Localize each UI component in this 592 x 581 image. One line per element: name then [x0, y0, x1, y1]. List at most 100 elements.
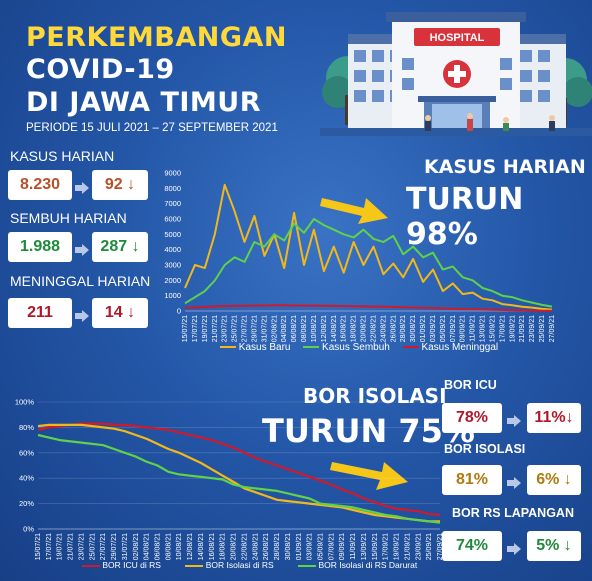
bor-chart: 0% 20% 40% 60% 80% 100% 15/07/21 17/07/21 19/07/…	[15, 398, 444, 561]
meninggal-harian-start-value: 211	[8, 298, 72, 328]
y-tick-label: 3000	[164, 261, 181, 270]
x-tick-label: 15/07/21	[35, 533, 42, 560]
bor-icu-start-value: 78%	[442, 403, 502, 433]
x-tick-label: 27/07/21	[100, 533, 107, 560]
bor-isolasi-start-value: 81%	[442, 465, 502, 495]
x-tick-label: 28/08/21	[400, 315, 407, 342]
x-tick-label: 18/08/21	[351, 315, 358, 342]
x-tick-label: 22/08/21	[370, 315, 377, 342]
x-tick-label: 08/08/21	[165, 533, 172, 560]
x-tick-label: 25/09/21	[539, 315, 546, 342]
hospital-illustration: HOSPITAL	[320, 12, 592, 136]
x-tick-label: 24/08/21	[252, 533, 259, 560]
x-tick-label: 26/08/21	[263, 533, 270, 560]
x-tick-label: 23/07/21	[222, 315, 229, 342]
arrow-right-icon	[75, 241, 89, 260]
bor-icu-end-value: 11%↓	[527, 403, 581, 433]
chart1-legend: Kasus Baru Kasus Sembuh Kasus Meninggal	[220, 342, 498, 353]
x-tick-label: 19/07/21	[202, 315, 209, 342]
x-tick-label: 14/08/21	[198, 533, 205, 560]
x-tick-label: 11/09/21	[470, 315, 477, 342]
x-tick-label: 19/09/21	[394, 533, 401, 560]
x-tick-label: 12/08/21	[187, 533, 194, 560]
x-tick-label: 15/09/21	[489, 315, 496, 342]
x-tick-label: 16/08/21	[209, 533, 216, 560]
x-tick-label: 05/09/21	[440, 315, 447, 342]
y-tick-label: 8000	[164, 184, 181, 193]
bor-rs-lapangan-start-value: 74%	[442, 531, 502, 561]
x-tick-label: 25/09/21	[426, 533, 433, 560]
period-text: PERIODE 15 JULI 2021 – 27 SEPTEMBER 2021	[26, 122, 278, 134]
x-tick-label: 02/08/21	[271, 315, 278, 342]
legend-label: Kasus Baru	[238, 342, 291, 353]
headline-bottom-line1: BOR ISOLASI	[303, 384, 447, 408]
x-tick-label: 06/08/21	[155, 533, 162, 560]
y-tick-label: 1000	[164, 291, 181, 300]
trend-arrow-icon	[330, 462, 408, 490]
x-tick-label: 01/09/21	[296, 533, 303, 560]
legend-swatch-kasus-meninggal	[402, 346, 419, 349]
legend-swatch-bor-darurat	[298, 564, 317, 567]
x-tick-label: 21/07/21	[212, 315, 219, 342]
y-tick-label: 5000	[164, 230, 181, 239]
x-tick-label: 11/09/21	[350, 533, 357, 560]
arrow-right-icon	[75, 307, 89, 326]
x-tick-label: 08/08/21	[301, 315, 308, 342]
kasus-harian-start-value: 8.230	[8, 170, 72, 200]
x-tick-label: 27/07/21	[242, 315, 249, 342]
y-tick-label: 9000	[164, 169, 181, 178]
x-tick-label: 07/09/21	[450, 315, 457, 342]
y-tick-label: 0%	[23, 525, 34, 534]
series-line-kasus-sembuh	[184, 218, 553, 308]
x-tick-label: 15/07/21	[182, 315, 189, 342]
kasus-harian-end-value: 92 ↓	[92, 170, 148, 200]
x-tick-label: 29/07/21	[251, 315, 258, 342]
x-tick-label: 21/07/21	[68, 533, 75, 560]
x-tick-label: 27/09/21	[549, 315, 556, 342]
title-line-2: COVID-19	[26, 54, 175, 85]
series-line-kasus-baru	[184, 183, 553, 311]
arrow-right-icon	[507, 540, 521, 559]
x-tick-label: 24/08/21	[380, 315, 387, 342]
x-tick-label: 28/08/21	[274, 533, 281, 560]
x-tick-label: 29/07/21	[111, 533, 118, 560]
y-tick-label: 7000	[164, 199, 181, 208]
x-tick-label: 25/07/21	[89, 533, 96, 560]
x-tick-label: 02/08/21	[133, 533, 140, 560]
x-tick-label: 10/08/21	[311, 315, 318, 342]
legend-swatch-bor-isolasi	[185, 564, 204, 567]
sembuh-harian-label: SEMBUH HARIAN	[10, 210, 127, 226]
x-tick-label: 19/07/21	[57, 533, 64, 560]
x-tick-label: 15/09/21	[372, 533, 379, 560]
x-tick-label: 23/09/21	[529, 315, 536, 342]
arrow-right-icon	[507, 412, 521, 431]
bor-rs-lapangan-end-value: 5% ↓	[527, 531, 581, 561]
x-tick-label: 09/09/21	[339, 533, 346, 560]
y-tick-label: 100%	[15, 398, 35, 407]
legend-swatch-kasus-sembuh	[303, 346, 320, 349]
x-tick-label: 17/07/21	[192, 315, 199, 342]
y-tick-label: 60%	[19, 448, 34, 457]
meninggal-harian-end-value: 14 ↓	[92, 298, 148, 328]
x-tick-label: 21/09/21	[519, 315, 526, 342]
y-tick-label: 80%	[19, 423, 34, 432]
trend-arrow-icon	[320, 198, 388, 224]
x-tick-label: 13/09/21	[480, 315, 487, 342]
y-tick-label: 2000	[164, 276, 181, 285]
series-line-bor-isolasi-di-rs	[37, 423, 440, 523]
x-tick-label: 18/08/21	[220, 533, 227, 560]
x-tick-label: 04/08/21	[144, 533, 151, 560]
x-tick-label: 27/09/21	[437, 533, 444, 560]
x-tick-label: 14/08/21	[331, 315, 338, 342]
x-tick-label: 10/08/21	[176, 533, 183, 560]
y-tick-label: 4000	[164, 245, 181, 254]
title-line-1: PERKEMBANGAN	[26, 22, 287, 53]
x-tick-label: 21/09/21	[404, 533, 411, 560]
headline-top-line2: TURUN 98%	[406, 182, 524, 252]
sembuh-harian-end-value: 287 ↓	[92, 232, 148, 262]
x-tick-label: 20/08/21	[231, 533, 238, 560]
legend-label: BOR Isolasi di RS Darurat	[318, 560, 418, 570]
hospital-sign: HOSPITAL	[430, 32, 485, 44]
headline-bottom-line2: TURUN 75%	[262, 412, 475, 450]
x-tick-label: 26/08/21	[390, 315, 397, 342]
